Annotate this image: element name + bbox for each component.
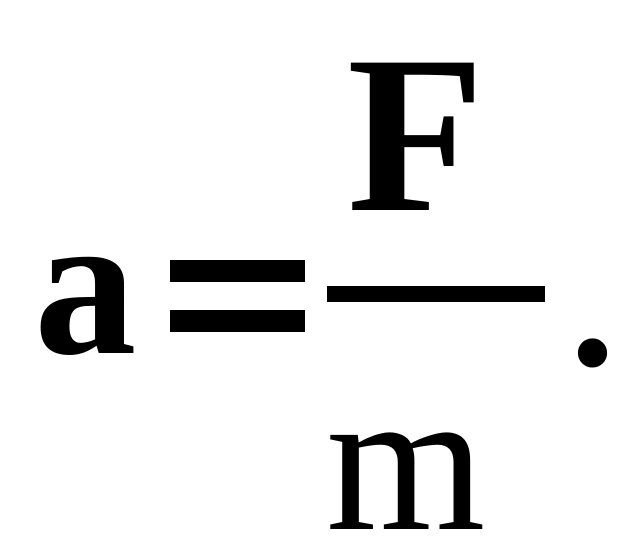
symbol-m-denominator: m xyxy=(326,358,485,553)
equals-sign-top-bar xyxy=(170,260,305,282)
equals-sign-bottom-bar xyxy=(170,310,305,332)
equation: a F m . xyxy=(0,0,630,553)
symbol-a: a xyxy=(34,182,137,387)
fraction-line xyxy=(327,286,545,302)
symbol-F-numerator: F xyxy=(347,22,484,247)
trailing-period: . xyxy=(570,215,615,395)
